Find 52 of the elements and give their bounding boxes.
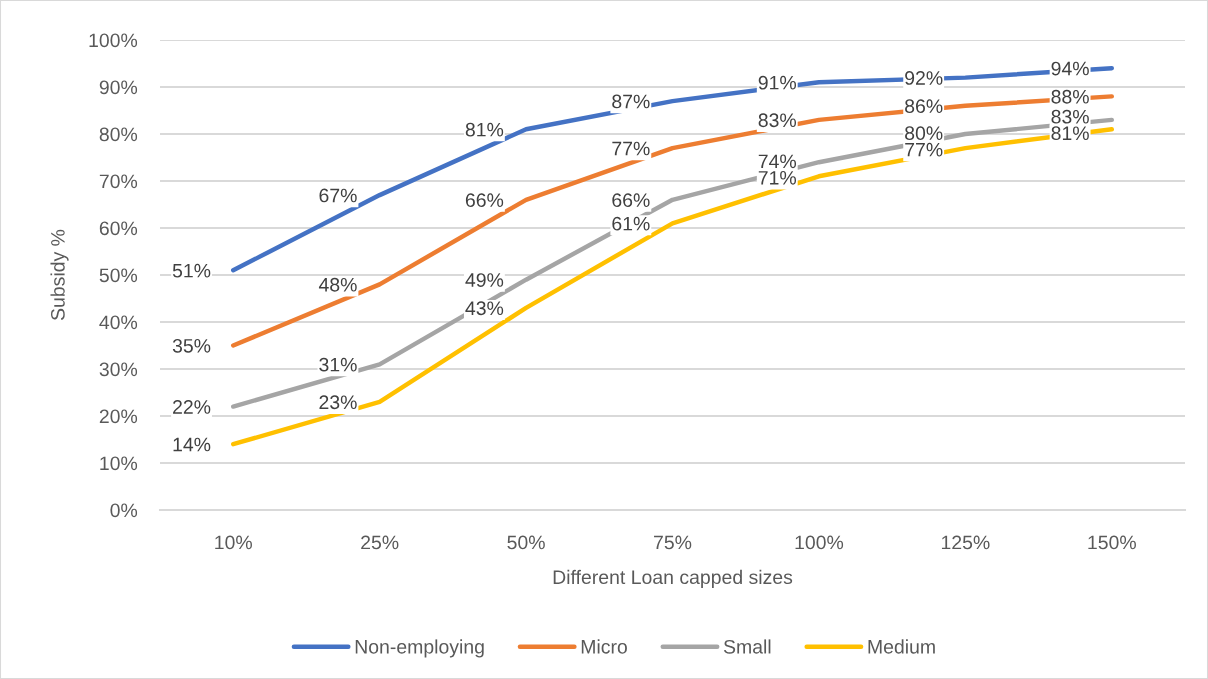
y-tick-label: 100% (89, 33, 138, 48)
data-label: 77% (612, 141, 650, 156)
data-label: 80% (905, 126, 943, 141)
y-axis-title: Subsidy % (50, 229, 69, 321)
y-tick-label: 0% (110, 503, 138, 518)
data-label: 77% (905, 142, 943, 157)
data-label: 74% (758, 154, 797, 169)
y-tick-label: 60% (99, 221, 138, 236)
legend-label: Micro (581, 639, 627, 654)
y-tick-label: 80% (99, 127, 138, 142)
data-label: 88% (1051, 89, 1089, 104)
data-label: 91% (758, 75, 797, 90)
legend-label: Small (723, 639, 771, 654)
x-tick-label: 100% (795, 535, 844, 550)
data-label: 92% (905, 71, 943, 85)
x-tick-label: 75% (654, 535, 692, 550)
x-axis-title: Different Loan capped sizes (553, 569, 793, 588)
data-label: 81% (465, 122, 504, 137)
legend-label: Non-employing (355, 639, 484, 658)
data-label: 66% (465, 193, 504, 208)
data-label: 83% (758, 113, 797, 128)
data-label: 81% (1051, 126, 1089, 141)
data-label: 66% (612, 193, 650, 208)
data-label: 49% (465, 273, 504, 287)
data-label: 35% (172, 338, 211, 353)
y-tick-label: 30% (99, 362, 138, 377)
data-label: 67% (319, 188, 357, 203)
data-label: 22% (173, 400, 211, 414)
x-tick-label: 150% (1088, 535, 1136, 550)
data-label: 31% (319, 357, 357, 372)
y-tick-label: 20% (99, 409, 138, 424)
data-label: 43% (465, 301, 504, 316)
data-label: 83% (1051, 109, 1089, 124)
y-tick-label: 50% (99, 268, 138, 283)
data-label: 14% (173, 437, 211, 452)
y-tick-label: 10% (100, 456, 138, 471)
x-tick-label: 25% (361, 535, 399, 550)
data-label: 94% (1051, 61, 1089, 76)
x-tick-label: 50% (507, 535, 545, 550)
y-tick-label: 90% (99, 80, 138, 95)
data-label: 51% (172, 263, 211, 278)
data-label: 86% (905, 99, 943, 114)
legend-label: Medium (868, 639, 935, 654)
data-label: 48% (318, 277, 357, 292)
y-tick-label: 40% (99, 315, 138, 330)
data-label: 87% (612, 94, 650, 109)
data-label: 71% (758, 171, 797, 185)
x-tick-label: 10% (215, 535, 252, 550)
x-tick-label: 125% (941, 535, 990, 550)
data-label: 61% (612, 216, 650, 231)
data-label: 23% (319, 395, 357, 410)
y-tick-label: 70% (99, 174, 138, 189)
